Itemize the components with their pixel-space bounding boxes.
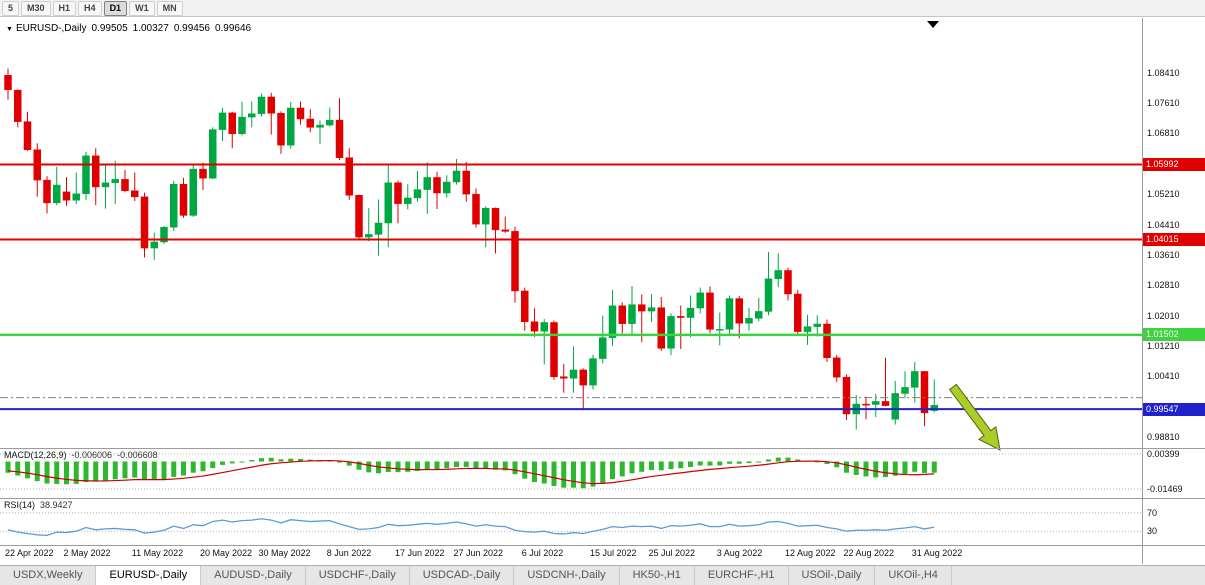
- date-label: 22 Aug 2022: [843, 548, 895, 558]
- date-label: 31 Aug 2022: [911, 548, 963, 558]
- price-tick-label: 1.08410: [1147, 67, 1180, 78]
- time-axis-border: [0, 545, 1205, 546]
- date-label: 12 Aug 2022: [785, 548, 836, 558]
- macd-label: MACD(12,26,9) -0.006006 -0.006608: [4, 450, 163, 460]
- tab-usdx-weekly[interactable]: USDX,Weekly: [0, 566, 97, 585]
- horizontal-level-lines[interactable]: [0, 163, 1142, 411]
- tab-usoil-daily[interactable]: USOil-,Daily: [789, 566, 876, 585]
- macd-main-value: -0.006006: [71, 450, 113, 460]
- tab-usdchf-daily[interactable]: USDCHF-,Daily: [306, 566, 410, 585]
- price-tick-label: 1.04410: [1147, 219, 1180, 230]
- price-tick-label: 1.02010: [1147, 310, 1180, 321]
- rsi-label: RSI(14) 38.9427: [4, 500, 78, 510]
- rsi-value: 38.9427: [40, 500, 73, 510]
- date-label: 2 May 2022: [63, 548, 111, 558]
- date-label: 15 Jul 2022: [590, 548, 637, 558]
- price-tick-label: 1.00410: [1147, 371, 1180, 382]
- price-badge-1.05992: 1.05992: [1143, 157, 1205, 171]
- indicator-gridlines: [0, 453, 1142, 532]
- tab-eurchf-h1[interactable]: EURCHF-,H1: [695, 566, 789, 585]
- ohlc-open: 0.99505: [91, 23, 128, 34]
- macd-indicator: [5, 457, 937, 489]
- date-label: 6 Jul 2022: [521, 548, 564, 558]
- ohlc-high: 1.00327: [132, 23, 169, 34]
- date-label: 25 Jul 2022: [648, 548, 696, 558]
- tab-usdcnh-daily[interactable]: USDCNH-,Daily: [514, 566, 620, 585]
- macd-tick-label: -0.01469: [1147, 483, 1183, 494]
- period-button-m30[interactable]: M30: [21, 0, 51, 16]
- period-button-h1[interactable]: H1: [52, 0, 77, 16]
- candlestick-series: [4, 68, 938, 430]
- chart-shift-marker[interactable]: [927, 21, 939, 28]
- rsi-level-label: 70: [1147, 507, 1158, 518]
- date-label: 20 May 2022: [200, 548, 253, 558]
- date-label: 27 Jun 2022: [453, 548, 504, 558]
- tab-usdcad-daily[interactable]: USDCAD-,Daily: [410, 566, 515, 585]
- price-tick-label: 1.02810: [1147, 280, 1180, 291]
- price-badge-0.99547: 0.99547: [1143, 402, 1205, 416]
- chart-symbol-label: EURUSD-,Daily: [15, 23, 87, 34]
- tab-audusd-daily[interactable]: AUDUSD-,Daily: [201, 566, 306, 585]
- price-tick-label: 1.05210: [1147, 189, 1180, 200]
- date-label: 11 May 2022: [131, 548, 184, 558]
- rsi-level-label: 30: [1147, 526, 1158, 537]
- price-badge-1.01502: 1.01502: [1143, 328, 1205, 342]
- price-tick-label: 1.01210: [1147, 341, 1180, 351]
- chart-tab-bar: USDX,Weekly EURUSD-,Daily AUDUSD-,Daily USD…: [0, 565, 1205, 585]
- price-tick-label: 1.07610: [1147, 98, 1180, 109]
- timeframe-toolbar: 5 M30 H1 H4 D1 W1 MN: [0, 0, 1205, 17]
- period-button-mn[interactable]: MN: [156, 0, 183, 16]
- date-label: 3 Aug 2022: [716, 548, 763, 558]
- date-label: 8 Jun 2022: [326, 548, 372, 558]
- price-tick-label: 1.03610: [1147, 249, 1180, 260]
- chart-title: ▼ EURUSD-,Daily 0.99505 1.00327 0.99456 0.996…: [6, 23, 256, 34]
- price-tick-label: 0.98810: [1147, 432, 1180, 443]
- macd-panel-splitter[interactable]: [0, 448, 1205, 449]
- period-button-h4[interactable]: H4: [78, 0, 102, 16]
- price-axis-border: [1142, 18, 1143, 564]
- macd-name: MACD(12,26,9): [4, 450, 67, 460]
- ohlc-close: 0.99646: [214, 23, 252, 34]
- ohlc-low: 0.99456: [173, 23, 210, 34]
- rsi-indicator: [7, 518, 935, 536]
- tab-hk50-h1[interactable]: HK50-,H1: [620, 566, 695, 585]
- tab-eurusd-daily[interactable]: EURUSD-,Daily: [96, 566, 202, 585]
- date-label: 22 Apr 2022: [5, 548, 54, 558]
- macd-signal-value: -0.006608: [117, 450, 158, 460]
- macd-tick-label: 0.00399: [1147, 449, 1180, 460]
- price-tick-label: 1.06810: [1147, 128, 1180, 139]
- rsi-name: RSI(14): [4, 500, 36, 510]
- price-badge-1.04015: 1.04015: [1143, 233, 1205, 247]
- chart-dropdown-icon[interactable]: ▼: [6, 26, 13, 33]
- period-button-d1[interactable]: D1: [103, 0, 128, 16]
- period-button-5[interactable]: 5: [2, 0, 20, 16]
- tab-ukoil-h4[interactable]: UKOil-,H4: [875, 566, 952, 585]
- period-button-w1[interactable]: W1: [129, 0, 155, 16]
- date-label: 17 Jun 2022: [395, 548, 445, 558]
- arrow-annotation[interactable]: [948, 383, 1001, 451]
- date-label: 30 May 2022: [258, 548, 311, 558]
- rsi-panel-splitter[interactable]: [0, 498, 1205, 499]
